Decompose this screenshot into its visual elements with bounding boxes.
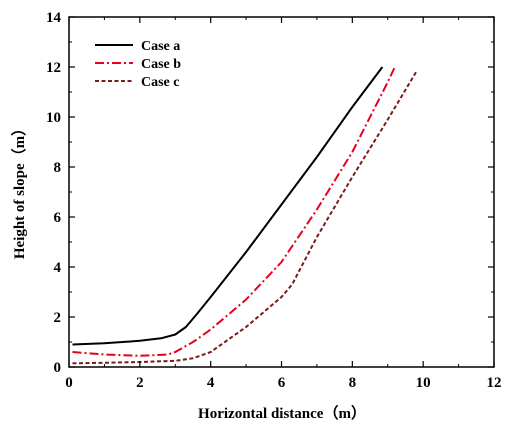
legend-label: Case a — [141, 39, 180, 54]
y-tick-label: 2 — [54, 310, 62, 326]
x-tick-label: 4 — [207, 375, 215, 391]
x-tick-label: 8 — [349, 375, 357, 391]
axes-layer: 0 2 4 6 8 10 12 0 2 4 6 8 10 12 14 — [46, 10, 502, 391]
y-tick-label: 0 — [54, 360, 62, 376]
series-line-case-a — [72, 66, 384, 346]
x-tick-label: 0 — [65, 375, 73, 391]
plot-frame — [68, 16, 495, 368]
legend-label: Case b — [141, 57, 181, 72]
x-tick-label: 6 — [278, 375, 286, 391]
y-tick-label: 14 — [46, 10, 62, 26]
x-tick-label: 10 — [416, 375, 431, 391]
y-tick-label: 12 — [46, 60, 61, 76]
legend: Case a Case b Case c — [95, 39, 181, 90]
x-tick-label: 12 — [487, 375, 502, 391]
series-line-case-b — [72, 66, 396, 357]
series-line-case-c — [72, 71, 417, 365]
y-tick-label: 10 — [46, 110, 61, 126]
y-axis-label: Height of slope（m） — [10, 121, 28, 259]
x-tick-label: 2 — [136, 375, 144, 391]
y-tick-label: 4 — [54, 260, 62, 276]
series-layer — [72, 66, 417, 365]
legend-label: Case c — [141, 75, 180, 90]
y-tick-label: 6 — [54, 210, 62, 226]
x-axis-label: Horizontal distance（m） — [198, 404, 366, 422]
y-tick-label: 8 — [54, 160, 62, 176]
